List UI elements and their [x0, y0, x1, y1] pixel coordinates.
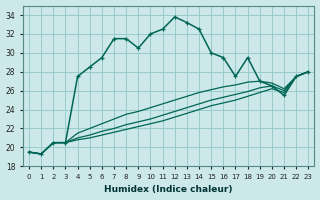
X-axis label: Humidex (Indice chaleur): Humidex (Indice chaleur) [104, 185, 233, 194]
